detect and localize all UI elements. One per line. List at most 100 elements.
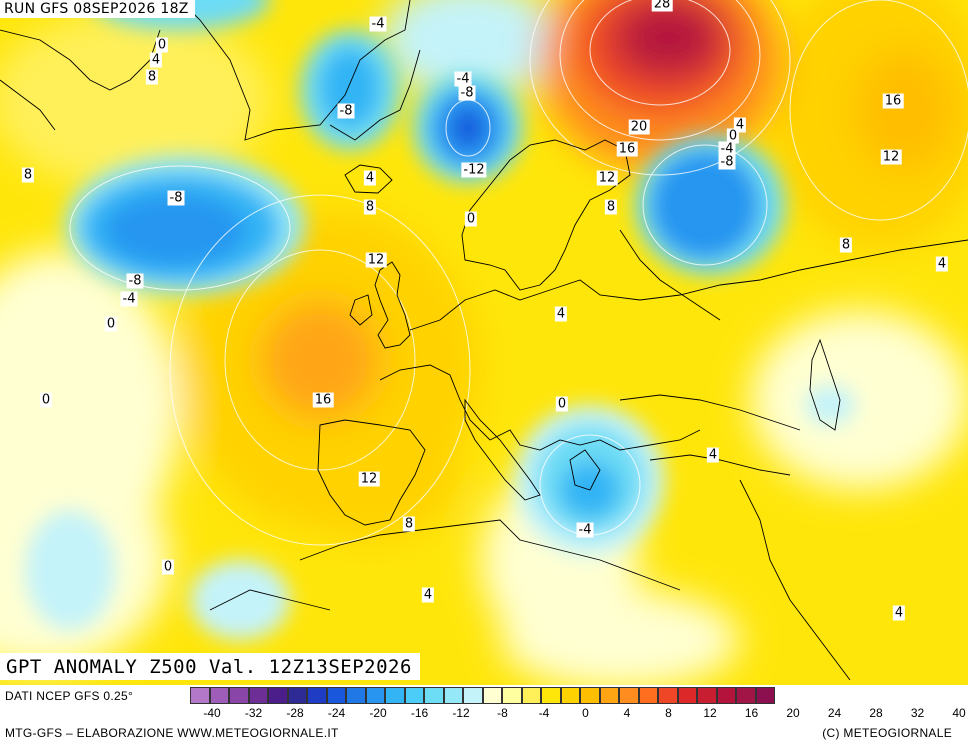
- scale-tick: 24: [827, 706, 842, 720]
- scale-tick: -24: [327, 706, 346, 720]
- scale-tick: -16: [410, 706, 429, 720]
- contour-label: 12: [596, 170, 618, 186]
- contour-label: 4: [363, 170, 377, 186]
- color-swatch: [502, 687, 522, 704]
- contour-label: 12: [358, 471, 380, 487]
- data-source: DATI NCEP GFS 0.25°: [5, 689, 134, 703]
- color-swatch: [385, 687, 405, 704]
- color-swatch: [287, 687, 307, 704]
- scale-tick: 16: [744, 706, 759, 720]
- scale-tick: 40: [952, 706, 966, 720]
- scale-tick: 0: [582, 706, 589, 720]
- contour-label: 0: [155, 37, 169, 53]
- contour-label: -12: [461, 162, 487, 178]
- color-swatch: [736, 687, 756, 704]
- color-swatch: [541, 687, 561, 704]
- contour-label: 16: [312, 392, 334, 408]
- scale-tick: 32: [910, 706, 925, 720]
- credit-right: (C) METEOGIORNALE: [822, 726, 952, 740]
- map-title: GPT ANOMALY Z500 Val. 12Z13SEP2026: [0, 653, 420, 680]
- scale-tick: 28: [869, 706, 883, 720]
- scale-tick: -28: [286, 706, 304, 720]
- isolines: [69, 0, 968, 546]
- contour-label: 8: [604, 199, 618, 215]
- contour-label: 8: [21, 167, 35, 183]
- contour-label: 0: [104, 316, 118, 332]
- color-swatch: [697, 687, 717, 704]
- contour-label: -8: [718, 154, 736, 170]
- run-title: RUN GFS 08SEP2026 18Z: [0, 0, 195, 18]
- coastlines: [0, 0, 968, 681]
- scale-tick: -4: [538, 706, 550, 720]
- color-swatch: [209, 687, 229, 704]
- legend-panel: DATI NCEP GFS 0.25° -40 -32 -28 -24 -20 -16 -1…: [0, 685, 968, 745]
- contour-label: 4: [421, 587, 435, 603]
- color-swatch: [404, 687, 424, 704]
- contour-label: 4: [935, 256, 949, 272]
- scale-tick: 8: [665, 706, 672, 720]
- contour-label: -4: [120, 291, 138, 307]
- contour-label: 4: [892, 605, 906, 621]
- contour-label: -4: [718, 141, 736, 157]
- color-swatch: [229, 687, 249, 704]
- credit-left: MTG-GFS – ELABORAZIONE WWW.METEOGIORNALE…: [5, 726, 339, 740]
- contour-label: 0: [555, 396, 569, 412]
- color-swatch: [638, 687, 658, 704]
- color-swatch: [307, 687, 327, 704]
- contour-label: 0: [39, 392, 53, 408]
- contour-label: 4: [149, 52, 163, 68]
- anomaly-field: [0, 0, 968, 685]
- scale-tick: 12: [703, 706, 717, 720]
- contour-label: 0: [464, 211, 478, 227]
- contour-label: 16: [882, 93, 904, 109]
- color-swatch: [268, 687, 288, 704]
- scale-tick: 20: [786, 706, 800, 720]
- color-swatch: [365, 687, 385, 704]
- scale-tick: -32: [244, 706, 263, 720]
- scale-tick: -20: [369, 706, 387, 720]
- color-swatch: [482, 687, 502, 704]
- color-swatch: [677, 687, 697, 704]
- contour-label: 8: [839, 237, 853, 253]
- contour-label: 0: [161, 559, 175, 575]
- contour-label: 12: [365, 252, 387, 268]
- contour-label: -4: [369, 16, 387, 32]
- color-swatch: [443, 687, 463, 704]
- contour-label: -4: [454, 71, 472, 87]
- contour-label: 4: [706, 447, 720, 463]
- scale-tick: -8: [497, 706, 508, 720]
- contour-label: 8: [363, 199, 377, 215]
- color-swatch: [619, 687, 639, 704]
- color-swatch: [424, 687, 444, 704]
- contour-label: 12: [880, 149, 902, 165]
- contour-label: 8: [402, 516, 416, 532]
- contour-label: -8: [337, 103, 355, 119]
- color-swatch: [658, 687, 678, 704]
- color-swatch: [599, 687, 619, 704]
- field-blobs: [0, 0, 968, 685]
- scale-tick: -40: [203, 706, 221, 720]
- contour-label: 4: [554, 306, 568, 322]
- color-swatch: [463, 687, 483, 704]
- color-scale-ticks: -40 -32 -28 -24 -20 -16 -12 -8 -4 0 4 8 12 16 20 24 28 32…: [0, 706, 968, 722]
- contour-label: -8: [458, 85, 476, 101]
- color-swatch: [326, 687, 346, 704]
- color-swatch: [248, 687, 268, 704]
- color-swatch: [755, 687, 775, 704]
- contour-label: 28: [651, 0, 673, 12]
- color-swatch: [190, 687, 210, 704]
- color-swatch: [716, 687, 736, 704]
- scale-tick: 4: [623, 706, 631, 720]
- anomaly-map: -4 0 4 8 -8 -4 -8 -12 28 16 20 16 12 8 4…: [0, 0, 968, 685]
- color-swatch: [580, 687, 600, 704]
- contour-label: 0: [726, 128, 740, 144]
- contour-label: -4: [576, 522, 594, 538]
- contour-label: -8: [126, 273, 144, 289]
- contour-label: -8: [167, 190, 185, 206]
- color-scale: [190, 687, 775, 705]
- contour-label: 20: [628, 119, 650, 135]
- color-swatch: [346, 687, 366, 704]
- scale-tick: -12: [452, 706, 470, 720]
- contour-label: 16: [616, 141, 638, 157]
- color-swatch: [521, 687, 541, 704]
